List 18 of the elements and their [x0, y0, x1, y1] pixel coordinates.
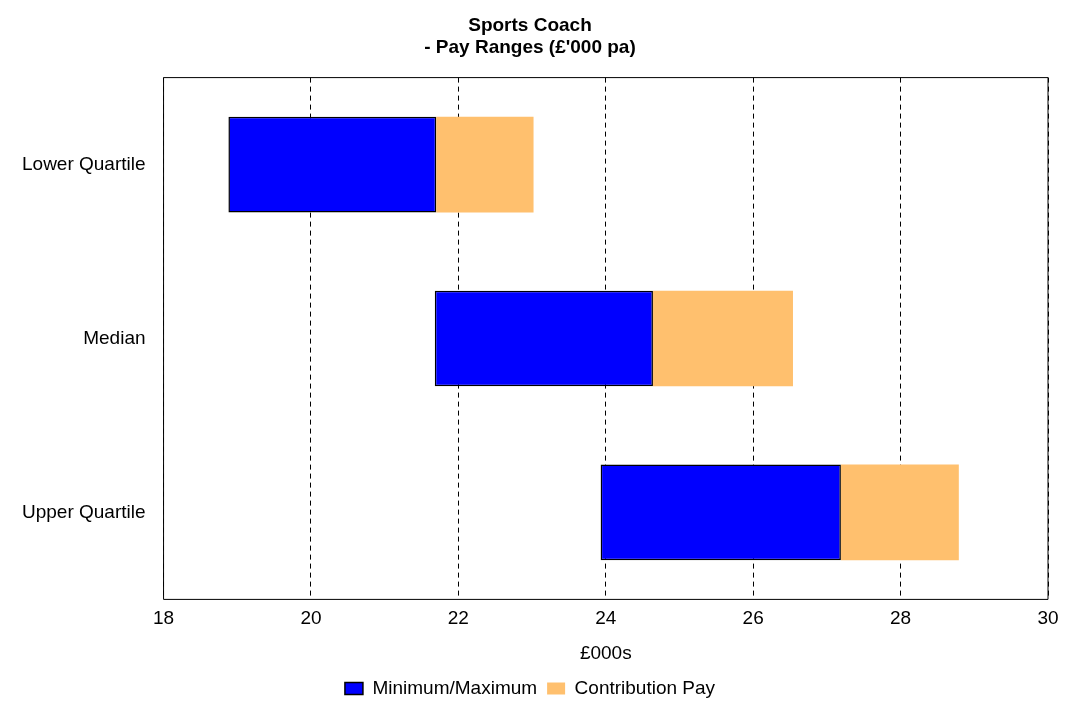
text: - Pay Ranges (£'000 pa) — [424, 36, 636, 58]
x-tick-label: 24 — [595, 607, 617, 629]
text: Sports Coach — [468, 13, 592, 35]
legend-label: Contribution Pay — [574, 676, 716, 698]
x-tick-label: 26 — [742, 607, 764, 629]
y-tick-label: Median — [83, 326, 146, 348]
legend-label: Minimum/Maximum — [372, 676, 538, 698]
x-tick-label: 30 — [1037, 607, 1059, 629]
x-tick-label: 22 — [447, 607, 469, 629]
x-tick-label: 28 — [890, 607, 912, 629]
x-axis-title: £000s — [579, 641, 632, 663]
bar — [436, 116, 534, 213]
x-tick-label: 18 — [152, 607, 175, 629]
bar — [652, 290, 793, 387]
y-tick-label: Upper Quartile — [21, 500, 146, 522]
bar — [840, 464, 959, 561]
x-tick-label: 20 — [300, 607, 322, 629]
y-tick-label: Lower Quartile — [21, 152, 146, 174]
